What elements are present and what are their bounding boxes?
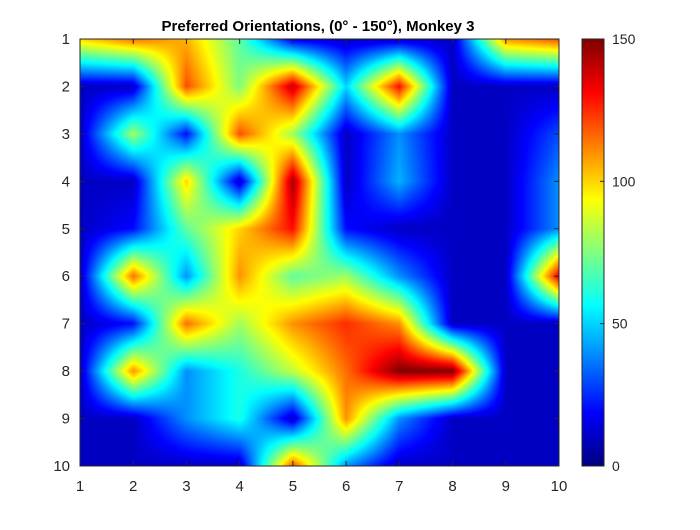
x-tick-label: 9 [502,478,510,495]
x-tick-label: 6 [342,478,350,495]
y-tick-label: 1 [62,31,70,48]
plot-area: 1 2 3 4 5 6 7 8 9 10 1 2 3 4 5 6 7 8 9 10 [53,31,567,495]
heatmap-surface [80,39,559,466]
x-tick-label: 7 [395,478,403,495]
plot-frame [79,38,560,467]
x-tick-label: 4 [235,478,243,495]
y-tick-label: 8 [62,363,70,380]
y-tick-label: 5 [62,221,70,238]
colorbar-tick-label: 150 [612,31,636,47]
x-tick-label: 3 [182,478,190,495]
y-tick-label: 4 [62,173,70,190]
x-tick-label: 10 [551,478,568,495]
y-tick-label: 10 [53,458,70,475]
colorbar-tick-label: 0 [612,458,620,474]
y-tick-label: 7 [62,316,70,333]
colorbar: 0 50 100 150 [581,31,636,474]
colorbar-tick-label: 50 [612,316,628,332]
x-tick-label: 2 [129,478,137,495]
y-tick-label: 2 [62,78,70,95]
y-tick-label: 3 [62,126,70,143]
chart-title: Preferred Orientations, (0° - 150°), Mon… [162,18,475,35]
x-tick-label: 5 [289,478,297,495]
x-tick-label: 1 [76,478,84,495]
colorbar-tick-label: 100 [612,173,636,189]
x-tick-label: 8 [448,478,456,495]
y-tick-label: 9 [62,411,70,428]
y-tick-label: 6 [62,268,70,285]
colorbar-gradient [581,38,605,467]
